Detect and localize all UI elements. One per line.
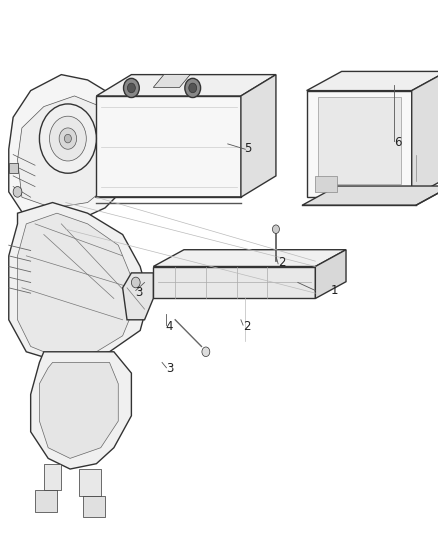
Polygon shape [123, 273, 153, 320]
Polygon shape [35, 490, 57, 512]
Polygon shape [318, 97, 401, 184]
Polygon shape [79, 469, 101, 496]
Circle shape [124, 78, 139, 98]
Polygon shape [153, 75, 190, 87]
Polygon shape [153, 249, 346, 266]
Polygon shape [153, 266, 315, 298]
Polygon shape [302, 186, 438, 205]
Circle shape [131, 277, 140, 288]
Polygon shape [18, 96, 123, 208]
Polygon shape [83, 496, 105, 517]
Text: 2: 2 [243, 320, 251, 333]
Text: 6: 6 [394, 136, 402, 149]
Polygon shape [9, 75, 140, 224]
Circle shape [185, 78, 201, 98]
Polygon shape [315, 176, 337, 192]
Circle shape [127, 83, 135, 93]
Circle shape [59, 128, 77, 149]
Text: 5: 5 [244, 142, 252, 155]
Polygon shape [96, 96, 241, 197]
Circle shape [64, 134, 71, 143]
Text: 4: 4 [166, 320, 173, 333]
Text: 3: 3 [135, 286, 142, 298]
Text: 1: 1 [331, 284, 338, 297]
Circle shape [13, 187, 22, 197]
Circle shape [39, 104, 96, 173]
Polygon shape [241, 75, 276, 197]
Polygon shape [31, 352, 131, 469]
Polygon shape [9, 163, 18, 173]
Circle shape [189, 83, 197, 93]
Circle shape [49, 116, 86, 161]
Polygon shape [44, 464, 61, 490]
Polygon shape [39, 362, 118, 458]
Polygon shape [9, 203, 149, 362]
Text: 3: 3 [166, 362, 174, 375]
Polygon shape [315, 249, 346, 298]
Polygon shape [96, 75, 276, 96]
Text: 2: 2 [278, 256, 286, 269]
Circle shape [202, 347, 210, 357]
Circle shape [272, 225, 279, 233]
Polygon shape [18, 213, 136, 357]
Polygon shape [307, 71, 438, 91]
Polygon shape [412, 71, 438, 197]
Polygon shape [307, 91, 412, 197]
